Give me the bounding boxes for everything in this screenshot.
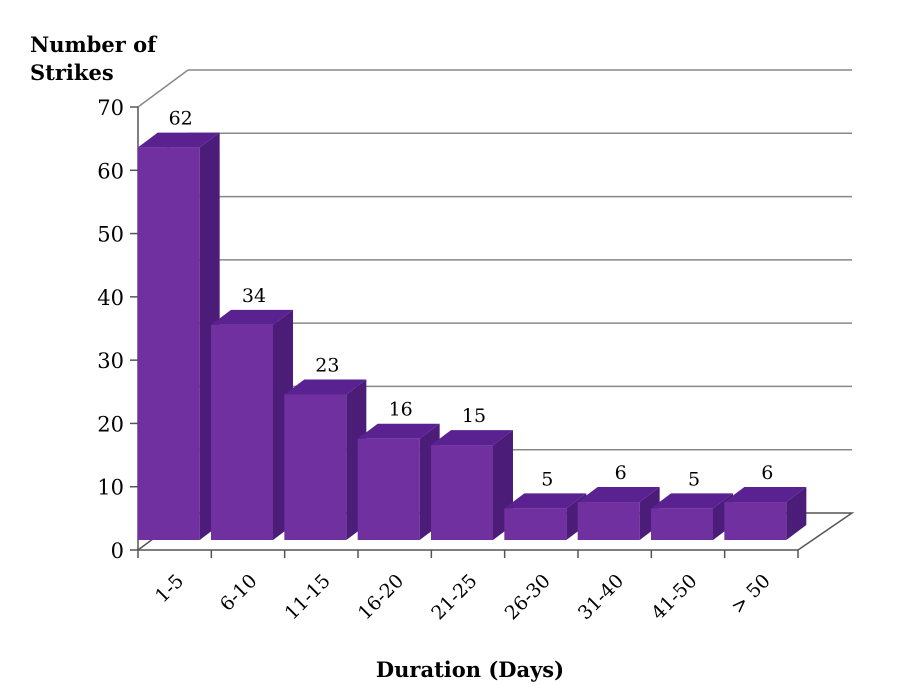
bar-front xyxy=(431,445,493,540)
bar-top xyxy=(284,379,367,395)
bars xyxy=(137,132,807,540)
data-label: 34 xyxy=(242,285,266,307)
x-tick-label: 41-50 xyxy=(647,570,701,624)
bar-top xyxy=(651,493,733,509)
x-axis-title: Duration (Days) xyxy=(376,657,564,682)
x-tick-label: 16-20 xyxy=(354,570,408,624)
bar xyxy=(724,487,807,540)
bar-side xyxy=(786,487,807,540)
y-tick-label: 20 xyxy=(97,412,124,436)
y-axis-title-line2: Strikes xyxy=(30,60,114,85)
y-tick-label: 30 xyxy=(97,349,124,373)
gridline-diagonal xyxy=(137,69,189,108)
y-tick-label: 60 xyxy=(97,159,124,183)
data-labels: 62 34 23 16 15 5 6 5 6 xyxy=(169,108,774,491)
data-label: 6 xyxy=(615,462,627,484)
x-tick-labels: 1-5 6-10 11-15 16-20 21-25 26-30 31-40 41-50 > 5… xyxy=(151,570,775,624)
y-tick-label: 70 xyxy=(97,96,124,120)
bar xyxy=(577,487,660,540)
y-tick-label: 10 xyxy=(97,476,124,500)
bar-front xyxy=(284,394,347,540)
x-tick-label: 31-40 xyxy=(574,570,628,624)
bar-top xyxy=(137,132,220,148)
bar-front xyxy=(651,508,713,540)
bar xyxy=(284,379,367,540)
bar-top xyxy=(431,430,513,446)
x-tick-label: 26-30 xyxy=(501,570,555,624)
y-tick-labels: 0 10 20 30 40 50 60 70 xyxy=(97,96,124,563)
bar-front xyxy=(724,502,787,540)
bar-front xyxy=(577,502,640,540)
data-label: 6 xyxy=(761,462,773,484)
bar-top xyxy=(357,423,440,439)
data-label: 15 xyxy=(462,405,486,427)
bar-top xyxy=(504,493,587,509)
bar xyxy=(137,132,220,540)
bar xyxy=(431,430,513,540)
bar xyxy=(504,493,587,540)
x-tick-label: 21-25 xyxy=(427,570,481,624)
bar-top xyxy=(724,487,807,503)
bar-front xyxy=(211,324,273,540)
bar xyxy=(651,493,733,540)
data-label: 5 xyxy=(541,468,553,490)
data-label: 23 xyxy=(315,354,339,376)
bar xyxy=(211,309,293,540)
y-tick-label: 50 xyxy=(97,223,124,247)
bar xyxy=(357,423,440,540)
bar-top xyxy=(211,309,293,325)
y-axis-title-line1: Number of xyxy=(30,32,158,57)
x-tick-label: > 50 xyxy=(727,570,775,618)
data-label: 62 xyxy=(169,108,193,130)
bar-front xyxy=(504,508,567,540)
data-label: 5 xyxy=(688,468,700,490)
data-label: 16 xyxy=(389,399,413,421)
bar-front xyxy=(357,438,420,540)
bar-top xyxy=(577,487,660,503)
x-tick-label: 6-10 xyxy=(216,570,262,616)
y-tick-label: 0 xyxy=(111,539,124,563)
x-tick-label: 1-5 xyxy=(151,570,188,607)
bar-front xyxy=(137,147,200,540)
x-tick-label: 11-15 xyxy=(281,570,335,624)
y-tick-label: 40 xyxy=(97,286,124,310)
